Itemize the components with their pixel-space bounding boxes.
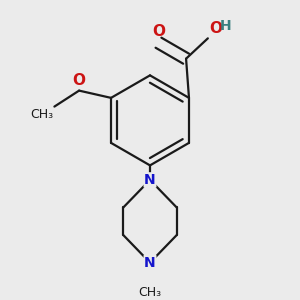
Text: O: O: [73, 73, 85, 88]
Text: O: O: [152, 24, 165, 39]
Text: N: N: [144, 173, 156, 187]
Text: O: O: [209, 21, 222, 36]
Text: N: N: [144, 256, 156, 270]
Text: CH₃: CH₃: [138, 286, 162, 299]
Text: H: H: [220, 19, 232, 33]
Text: CH₃: CH₃: [30, 108, 53, 121]
